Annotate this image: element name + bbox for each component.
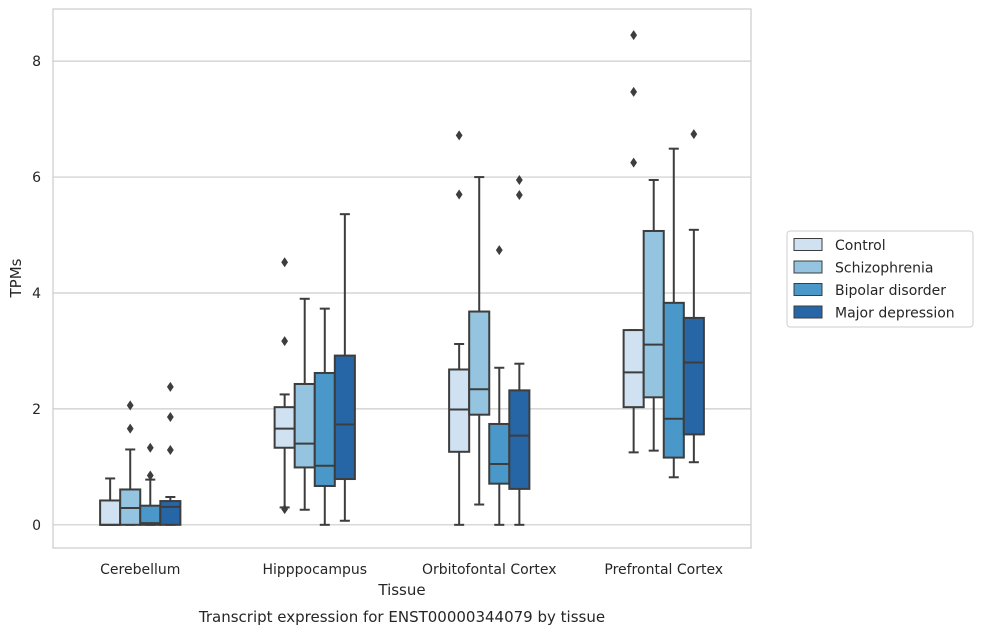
x-tick-label: Orbitofontal Cortex (422, 562, 557, 578)
y-axis-label: TPMs (7, 258, 25, 298)
outlier-point (455, 130, 463, 141)
outlier-point (515, 190, 523, 201)
legend-label: Control (835, 238, 886, 254)
x-axis-label: Tissue (377, 581, 425, 599)
gridlines (53, 60, 751, 526)
outlier-point (630, 157, 638, 168)
legend-swatch (793, 260, 823, 274)
legend-label: Schizophrenia (835, 261, 933, 277)
box-body (682, 316, 705, 436)
box-major-depression (682, 129, 705, 464)
box-control (622, 30, 645, 454)
box-body (139, 504, 162, 526)
outlier-point (281, 504, 289, 515)
outlier-point (166, 412, 174, 423)
y-tick-label: 6 (32, 170, 41, 186)
box-body (448, 368, 471, 453)
outlier-point (690, 129, 698, 140)
outlier-point (126, 400, 134, 411)
box-plot-series (99, 30, 705, 526)
outlier-point (146, 442, 154, 453)
y-tick-label: 2 (32, 402, 41, 418)
box-body (468, 310, 491, 416)
box-control (273, 257, 296, 515)
y-axis-ticks: 0 2 4 6 8 (32, 54, 41, 534)
box-body (273, 406, 296, 449)
outlier-point (455, 189, 463, 200)
box-body (488, 422, 511, 485)
outlier-point (166, 445, 174, 456)
y-tick-label: 8 (32, 54, 41, 70)
box-schizophrenia (468, 176, 491, 506)
outlier-point (281, 336, 289, 347)
y-tick-label: 4 (32, 286, 41, 302)
box-body (622, 329, 645, 409)
x-tick-label: Hipppocampus (262, 562, 367, 578)
x-tick-label: Cerebellum (100, 562, 180, 578)
outlier-point (630, 86, 638, 97)
box-body (508, 389, 531, 490)
y-tick-label: 0 (32, 518, 41, 534)
outlier-point (630, 30, 638, 41)
outlier-point (166, 381, 174, 392)
box-body (333, 354, 356, 481)
legend-swatch (793, 305, 823, 319)
outlier-point (126, 423, 134, 434)
box-control (448, 130, 471, 526)
legend-label: Major depression (835, 306, 955, 322)
box-schizophrenia (119, 400, 142, 526)
legend-frame (786, 230, 974, 328)
box-bipolar-disorder (313, 307, 336, 526)
box-body (159, 500, 182, 526)
legend-swatch (793, 283, 823, 296)
legend-swatch (793, 238, 823, 251)
legend-label: Bipolar disorder (835, 283, 946, 299)
outlier-point (495, 245, 503, 256)
box-control (99, 477, 122, 526)
box-major-depression (159, 381, 182, 526)
plot-frame (52, 8, 752, 549)
box-major-depression (508, 174, 531, 526)
box-bipolar-disorder (139, 442, 162, 526)
box-schizophrenia (642, 178, 665, 452)
outlier-point (515, 174, 523, 185)
x-tick-label: Prefrontal Cortex (604, 562, 723, 578)
box-body (99, 499, 122, 526)
x-axis-ticks: Cerebellum Hipppocampus Orbitofontal Corte… (100, 562, 723, 578)
legend: Control Schizophrenia Bipolar disorder Majo… (786, 230, 974, 328)
box-bipolar-disorder (662, 147, 685, 479)
outlier-point (281, 257, 289, 268)
chart-caption: Transcript expression for ENST0000034407… (198, 608, 605, 626)
box-bipolar-disorder (488, 245, 511, 526)
box-major-depression (333, 213, 356, 522)
box-schizophrenia (293, 297, 316, 511)
box-body (662, 301, 685, 459)
box-body (313, 371, 336, 487)
box-body (293, 382, 316, 469)
outlier-point (146, 470, 154, 481)
box-body (642, 229, 665, 399)
